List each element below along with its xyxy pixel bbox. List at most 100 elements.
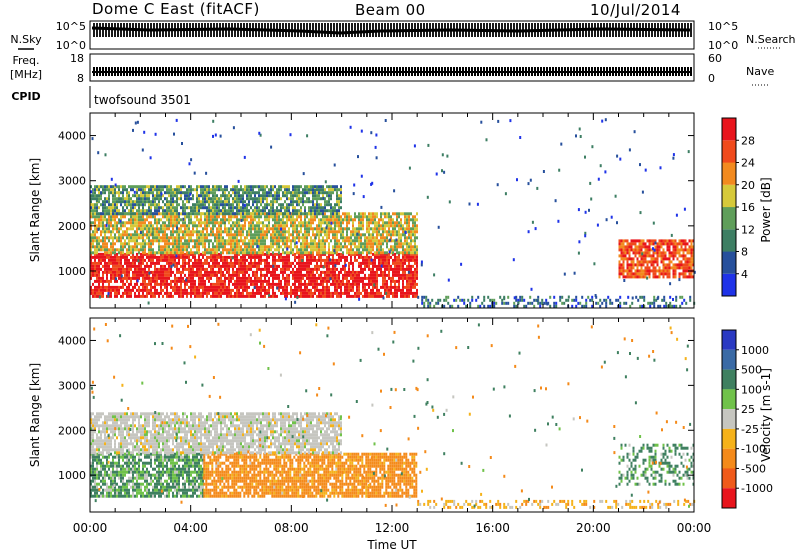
range-gate-cell [376,279,378,283]
range-gate-cell [130,255,132,259]
range-gate-cell [278,245,280,249]
range-gate-cell [206,194,208,198]
range-gate-cell [262,224,264,228]
range-gate-cell [390,248,392,252]
range-gate-cell [170,206,172,210]
range-gate-cell [244,261,246,265]
range-gate-cell [358,233,360,237]
range-gate-cell [100,288,102,292]
range-gate-cell [232,224,234,228]
range-gate-cell [102,276,104,280]
range-gate-cell [563,301,566,305]
range-gate-cell [252,185,254,189]
range-gate-cell [318,224,320,228]
range-gate-cell [98,218,100,222]
range-gate-cell [178,255,180,259]
range-gate-cell [118,270,120,274]
range-gate-cell [334,188,336,192]
range-gate-cell [226,255,228,259]
range-gate-cell [264,197,266,201]
range-gate-cell [266,194,268,198]
range-gate-cell [184,239,186,243]
range-gate-cell [238,200,240,204]
range-gate-cell [108,200,110,204]
range-gate-cell [330,282,332,286]
range-gate-cell [356,285,358,289]
range-gate-cell [144,191,146,195]
range-gate-cell [324,239,326,243]
range-gate-cell [148,212,150,216]
range-gate-cell [244,252,246,256]
range-gate-cell [114,248,116,252]
range-gate-cell [112,212,114,216]
range-gate-cell [304,215,306,219]
range-gate-cell [330,218,332,222]
range-gate-cell [246,285,248,289]
range-gate-cell [130,291,132,295]
range-gate-cell [102,206,104,210]
range-gate-cell [312,212,314,216]
range-gate-cell [164,227,166,231]
range-gate-cell [310,248,312,252]
range-gate-cell [134,282,136,286]
range-gate-cell [240,215,242,219]
range-gate-cell [398,230,400,234]
range-gate-cell [312,239,314,243]
range-gate-cell [232,233,234,237]
range-gate-cell [282,276,284,280]
range-gate-cell [196,270,198,274]
range-gate-cell [188,191,190,195]
range-gate-cell [130,245,132,249]
range-gate-cell [186,282,188,286]
range-gate-cell [226,218,228,222]
range-gate-cell [202,273,204,277]
range-gate-cell [112,255,114,259]
range-gate-cell [148,255,150,259]
range-gate-cell [90,245,92,249]
range-gate-cell [322,209,324,213]
range-gate-cell [336,236,338,240]
range-gate-cell [354,245,356,249]
range-gate-cell [242,252,244,256]
range-gate-cell [100,194,102,198]
range-gate-cell [258,267,260,271]
range-gate-cell [274,209,276,213]
range-gate-cell [190,264,192,268]
range-gate-cell [276,264,278,268]
range-gate-cell [124,215,126,219]
range-gate-cell [210,209,212,213]
range-gate-cell [226,294,228,298]
range-gate-cell [140,215,142,219]
range-gate-cell [382,221,384,225]
range-gate-cell [152,197,154,201]
range-gate-cell [218,239,220,243]
range-gate-cell [264,191,266,195]
range-gate-cell [154,212,156,216]
range-gate-cell [164,221,166,225]
range-gate-cell [188,194,190,198]
range-gate-cell [330,252,332,256]
range-gate-cell [92,188,94,192]
range-gate-cell [374,270,376,274]
range-gate-cell [392,230,394,234]
range-gate-cell [196,197,198,201]
range-gate-cell [198,282,200,286]
range-gate-cell [258,255,260,259]
range-gate-cell [198,245,200,249]
range-gate-cell [196,230,198,234]
range-gate-cell [384,221,386,225]
range-gate-cell [300,215,302,219]
range-gate-cell [146,242,148,246]
range-gate-cell [238,212,240,216]
range-gate-cell [132,258,134,262]
range-gate-cell [346,245,348,249]
range-gate-cell [336,245,338,249]
range-gate-cell [200,236,202,240]
range-gate-cell [414,242,416,246]
range-gate-cell [457,295,460,299]
range-gate-cell [272,239,274,243]
range-gate-cell [481,301,484,305]
range-gate-cell [198,248,200,252]
range-gate-cell [168,267,170,271]
range-gate-cell [118,248,120,252]
